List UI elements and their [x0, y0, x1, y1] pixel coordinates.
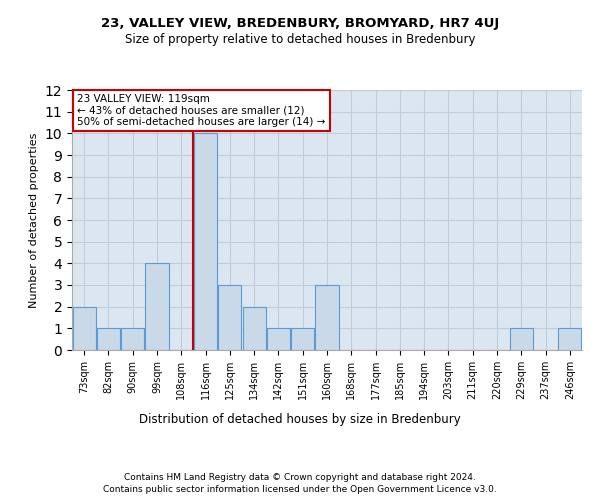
Bar	[316, 285, 338, 350]
Bar	[145, 264, 169, 350]
Bar	[97, 328, 120, 350]
Text: Size of property relative to detached houses in Bredenbury: Size of property relative to detached ho…	[125, 32, 475, 46]
Bar	[73, 306, 95, 350]
Text: 23 VALLEY VIEW: 119sqm
← 43% of detached houses are smaller (12)
50% of semi-det: 23 VALLEY VIEW: 119sqm ← 43% of detached…	[77, 94, 325, 127]
Bar	[242, 306, 266, 350]
Bar	[267, 328, 290, 350]
Text: Contains HM Land Registry data © Crown copyright and database right 2024.: Contains HM Land Registry data © Crown c…	[124, 472, 476, 482]
Bar	[291, 328, 314, 350]
Text: 23, VALLEY VIEW, BREDENBURY, BROMYARD, HR7 4UJ: 23, VALLEY VIEW, BREDENBURY, BROMYARD, H…	[101, 18, 499, 30]
Bar	[559, 328, 581, 350]
Bar	[121, 328, 144, 350]
Bar	[218, 285, 241, 350]
Text: Contains public sector information licensed under the Open Government Licence v3: Contains public sector information licen…	[103, 485, 497, 494]
Y-axis label: Number of detached properties: Number of detached properties	[29, 132, 39, 308]
Bar	[510, 328, 533, 350]
Bar	[194, 134, 217, 350]
Text: Distribution of detached houses by size in Bredenbury: Distribution of detached houses by size …	[139, 412, 461, 426]
